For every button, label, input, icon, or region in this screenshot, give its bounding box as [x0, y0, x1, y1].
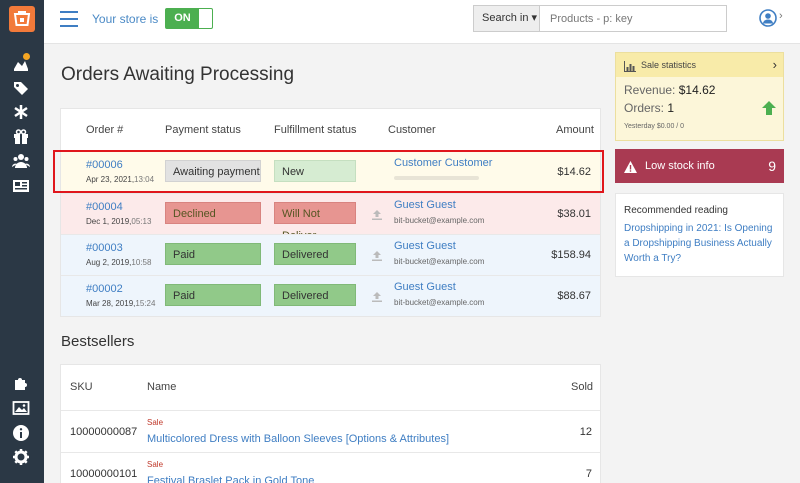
- store-status-label: Your store is: [92, 12, 159, 26]
- column-header-customer: Customer: [388, 124, 436, 136]
- column-header-sold: Sold: [571, 381, 594, 393]
- user-account-icon[interactable]: [759, 9, 777, 27]
- search-input[interactable]: [541, 6, 726, 31]
- top-header: Your store is ON Search in ▾ ›: [44, 0, 800, 44]
- customer-email: bit-bucket@example.com: [394, 298, 485, 307]
- order-row[interactable]: #00006 Apr 23, 2021,13:04 Awaiting payme…: [61, 151, 600, 192]
- order-date: Dec 1, 2019,05:13: [86, 217, 152, 226]
- fulfillment-status-badge: Delivered: [274, 243, 356, 265]
- recommended-reading-widget: Recommended reading Dropshipping in 2021…: [615, 193, 784, 277]
- order-row[interactable]: #00004 Dec 1, 2019,05:13 Declined Will N…: [61, 193, 600, 242]
- order-row[interactable]: #00003 Aug 2, 2019,10:58 Paid Delivered …: [61, 234, 600, 275]
- gift-icon[interactable]: [12, 128, 32, 146]
- product-name-link[interactable]: Multicolored Dress with Balloon Sleeves …: [147, 433, 450, 445]
- order-row[interactable]: #00002 Mar 28, 2019,15:24 Paid Delivered…: [61, 275, 600, 316]
- page-title: Orders Awaiting Processing: [61, 64, 295, 85]
- customer-email-redacted: [394, 176, 479, 180]
- orders-stat: Orders: 1: [624, 101, 675, 115]
- guest-upload-icon: [371, 290, 383, 302]
- guest-upload-icon: [371, 249, 383, 261]
- store-logo-icon[interactable]: [9, 6, 35, 32]
- order-number-link[interactable]: #00006: [86, 159, 123, 171]
- order-amount: $38.01: [557, 208, 591, 220]
- settings-gear-icon[interactable]: [12, 448, 32, 466]
- customer-name-link[interactable]: Guest Guest: [394, 199, 456, 211]
- low-stock-widget[interactable]: Low stock info 9: [615, 149, 784, 183]
- menu-hamburger-icon[interactable]: [60, 11, 78, 27]
- low-stock-count: 9: [768, 158, 776, 174]
- column-header-sku: SKU: [70, 381, 93, 393]
- sale-statistics-widget: Sale statistics › Revenue: $14.62 Orders…: [615, 52, 784, 141]
- customer-name-link[interactable]: Guest Guest: [394, 240, 456, 252]
- order-amount: $14.62: [557, 166, 591, 178]
- info-icon[interactable]: [12, 424, 32, 442]
- chart-icon: [624, 59, 636, 72]
- fulfillment-status-badge: New: [274, 160, 356, 182]
- bestsellers-title: Bestsellers: [61, 333, 135, 350]
- order-amount: $158.94: [551, 249, 591, 261]
- low-stock-label: Low stock info: [645, 160, 715, 172]
- notification-dot-icon: [23, 53, 30, 60]
- order-number-link[interactable]: #00004: [86, 201, 123, 213]
- chevron-right-icon[interactable]: ›: [772, 57, 777, 72]
- customer-email: bit-bucket@example.com: [394, 216, 485, 225]
- store-status-toggle[interactable]: ON: [165, 8, 213, 29]
- order-amount: $88.67: [557, 290, 591, 302]
- product-sku: 10000000087: [70, 426, 138, 438]
- image-icon[interactable]: [12, 399, 32, 417]
- asterisk-icon[interactable]: [12, 103, 32, 121]
- column-header-order: Order #: [86, 124, 124, 136]
- revenue-stat: Revenue: $14.62: [624, 83, 716, 97]
- guest-upload-icon: [371, 208, 383, 220]
- order-date: Apr 23, 2021,13:04: [86, 175, 155, 184]
- toggle-on-label: ON: [166, 9, 199, 28]
- payment-status-badge: Paid: [165, 284, 261, 306]
- sale-statistics-title: Sale statistics: [641, 60, 697, 70]
- users-icon[interactable]: [12, 152, 32, 170]
- sale-tag: Sale: [147, 460, 164, 469]
- payment-status-badge: Awaiting payment: [165, 160, 261, 182]
- orders-icon[interactable]: [12, 55, 32, 73]
- product-name-link[interactable]: Festival Braslet Pack in Gold Tone: [147, 475, 315, 483]
- column-header-name: Name: [147, 381, 177, 393]
- trend-up-arrow-icon: [762, 101, 776, 115]
- sold-count: 7: [585, 468, 592, 480]
- warning-icon: [624, 160, 637, 173]
- fulfillment-status-badge: Delivered: [274, 284, 356, 306]
- fulfillment-status-badge: Will Not Deliver: [274, 202, 356, 242]
- customer-email: bit-bucket@example.com: [394, 257, 485, 266]
- sold-count: 12: [579, 426, 592, 438]
- column-header-amount: Amount: [556, 124, 594, 136]
- selected-row-highlight: [53, 150, 604, 193]
- product-sku: 10000000101: [70, 468, 138, 480]
- customer-name-link[interactable]: Guest Guest: [394, 281, 456, 293]
- sidebar: [0, 0, 44, 483]
- search-bar: Search in ▾: [473, 5, 727, 32]
- order-number-link[interactable]: #00002: [86, 283, 123, 295]
- order-date: Aug 2, 2019,10:58: [86, 258, 152, 267]
- recommended-reading-title: Recommended reading: [624, 205, 728, 216]
- payment-status-badge: Declined: [165, 202, 261, 224]
- user-menu-chevron-icon[interactable]: ›: [779, 10, 783, 22]
- puzzle-icon[interactable]: [12, 374, 32, 392]
- order-number-link[interactable]: #00003: [86, 242, 123, 254]
- bestseller-row[interactable]: 10000000087 Sale Multicolored Dress with…: [61, 410, 600, 452]
- payment-status-badge: Paid: [165, 243, 261, 265]
- recommended-article-link[interactable]: Dropshipping in 2021: Is Opening a Drops…: [624, 223, 773, 264]
- yesterday-stat: Yesterday $0.00 / 0: [624, 123, 685, 130]
- search-in-dropdown[interactable]: Search in ▾: [474, 6, 540, 31]
- bestseller-row[interactable]: 10000000101 Sale Festival Braslet Pack i…: [61, 452, 600, 483]
- customer-name-link[interactable]: Customer Customer: [394, 157, 493, 169]
- sale-tag: Sale: [147, 418, 164, 427]
- tags-icon[interactable]: [12, 79, 32, 97]
- sale-statistics-header[interactable]: Sale statistics ›: [616, 53, 783, 77]
- order-date: Mar 28, 2019,15:24: [86, 299, 156, 308]
- column-header-payment: Payment status: [165, 124, 241, 136]
- column-header-fulfillment: Fulfillment status: [274, 124, 357, 136]
- content-icon[interactable]: [12, 177, 32, 195]
